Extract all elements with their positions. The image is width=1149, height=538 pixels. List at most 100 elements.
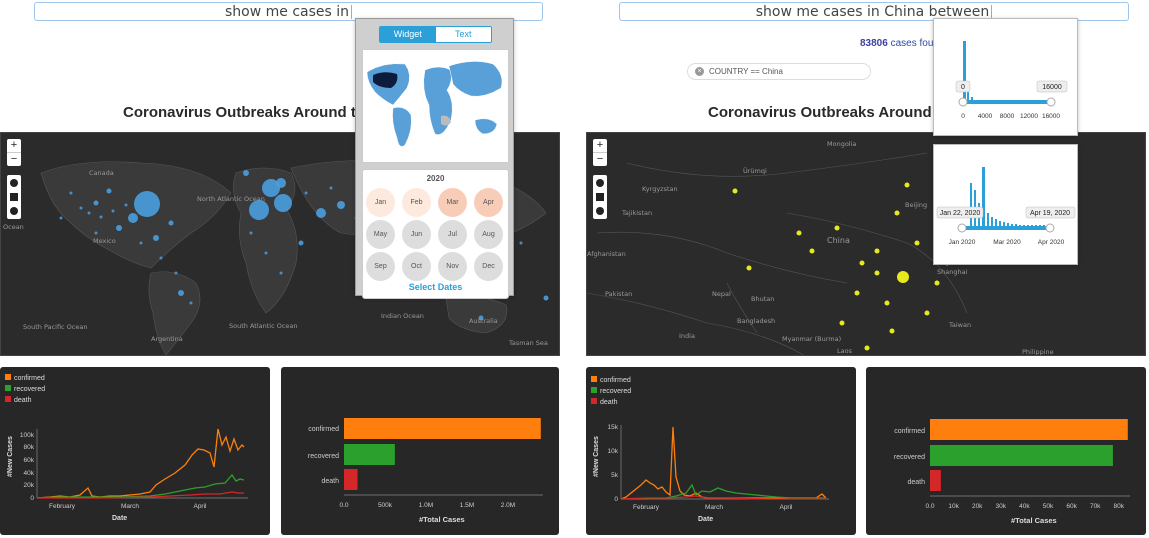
series-confirmed — [36, 428, 245, 499]
label-china: China — [827, 236, 850, 245]
ytick: 0 — [30, 495, 34, 502]
circle-tool-icon[interactable] — [10, 179, 18, 187]
square-tool-icon[interactable] — [10, 193, 18, 201]
label-mexico: Mexico — [93, 237, 116, 245]
slider-track[interactable] — [962, 100, 1051, 104]
count-suffix: cases foun — [887, 38, 939, 49]
month-picker: 2020 Jan Feb Mar Apr May Jun Jul Aug Sep… — [362, 169, 509, 299]
xtick: 0.0 — [925, 503, 934, 510]
xtick: 60k — [1066, 503, 1077, 510]
ytick: 60k — [24, 457, 35, 464]
month-jan[interactable]: Jan — [366, 188, 395, 217]
line-chart-left: confirmed recovered death 0 20k 40k 60k … — [0, 367, 270, 535]
slider-handle-min[interactable] — [958, 97, 968, 107]
label-tajikistan: Tajikistan — [621, 209, 652, 217]
label-myanmar: Myanmar (Burma) — [782, 335, 841, 343]
month-oct[interactable]: Oct — [402, 252, 431, 281]
xtick: April — [193, 503, 207, 510]
dot-tool-icon[interactable] — [596, 207, 604, 215]
legend-recovered: recovered — [14, 386, 45, 393]
ytick: 100k — [20, 432, 35, 439]
label-ocean: Ocean — [3, 223, 24, 231]
bar-recovered — [930, 445, 1113, 466]
tab-text[interactable]: Text — [435, 27, 491, 42]
bar-label-recovered: recovered — [894, 454, 925, 461]
draw-toolbar — [593, 175, 607, 219]
xtick: April — [779, 504, 793, 511]
label-taiwan: Taiwan — [948, 321, 971, 329]
picker-year: 2020 — [426, 174, 445, 183]
date-max-label: Apr 19, 2020 — [1030, 210, 1070, 217]
date-slider-popup: Jan 22, 2020 Apr 19, 2020 Jan 2020 Mar 2… — [933, 144, 1078, 265]
zoom-out-button[interactable]: − — [596, 153, 604, 165]
remove-filter-icon[interactable]: × — [695, 67, 704, 76]
legend-swatch-recovered — [5, 385, 11, 391]
world-choropleth[interactable] — [362, 49, 509, 163]
month-nov[interactable]: Nov — [438, 252, 467, 281]
month-jul[interactable]: Jul — [438, 220, 467, 249]
query-input-right[interactable]: show me cases in China between — [619, 2, 1129, 21]
series-recovered — [621, 483, 826, 500]
month-may[interactable]: May — [366, 220, 395, 249]
month-feb[interactable]: Feb — [402, 188, 431, 217]
query-text: show me cases in China between — [755, 3, 990, 20]
x-axis-label: #Total Cases — [419, 515, 465, 524]
bar-label-death: death — [907, 479, 925, 486]
dot-tool-icon[interactable] — [10, 207, 18, 215]
date-tick: Apr 2020 — [1038, 239, 1065, 246]
month-apr[interactable]: Apr — [474, 188, 503, 217]
text-caret — [991, 4, 993, 19]
count-value: 83806 — [860, 38, 888, 49]
month-dec[interactable]: Dec — [474, 252, 503, 281]
xtick: March — [121, 503, 139, 510]
label-urumqi: Ürümqi — [743, 166, 767, 175]
label-canada: Canada — [89, 169, 114, 177]
select-dates-button[interactable]: Select Dates — [408, 282, 463, 292]
xtick: 10k — [948, 503, 959, 510]
ytick: 10k — [608, 448, 619, 455]
label-south-atlantic: South Atlantic Ocean — [229, 322, 298, 330]
x-axis-label: #Total Cases — [1011, 516, 1057, 525]
xtick: 1.0M — [419, 502, 433, 509]
xtick: 40k — [1019, 503, 1030, 510]
xtick: 50k — [1043, 503, 1054, 510]
circle-tool-icon[interactable] — [596, 179, 604, 187]
x-axis-label: Date — [698, 516, 713, 523]
date-tick: Mar 2020 — [993, 239, 1021, 246]
legend-recovered: recovered — [600, 388, 631, 395]
x-axis-label: Date — [112, 515, 127, 522]
month-sep[interactable]: Sep — [366, 252, 395, 281]
filter-chip[interactable]: × COUNTRY == China — [687, 63, 871, 80]
date-tick: Jan 2020 — [949, 239, 976, 246]
date-slider-track[interactable] — [961, 226, 1051, 230]
bar-chart-right: confirmed recovered death 0.0 10k 20k 30… — [866, 367, 1146, 535]
xtick: 500k — [378, 502, 393, 509]
query-input-left[interactable]: show me cases in — [34, 2, 543, 21]
date-handle-min[interactable] — [957, 223, 967, 233]
zoom-out-button[interactable]: − — [10, 153, 18, 165]
xtick: 20k — [972, 503, 983, 510]
map-title-right: Coronavirus Outbreaks Around the — [708, 104, 959, 121]
zoom-in-button[interactable]: + — [7, 139, 21, 153]
bar-chart-left: confirmed recovered death 0.0 500k 1.0M … — [281, 367, 559, 535]
xtick: 0.0 — [339, 502, 348, 509]
month-aug[interactable]: Aug — [474, 220, 503, 249]
square-tool-icon[interactable] — [596, 193, 604, 201]
draw-toolbar — [7, 175, 21, 219]
tab-widget[interactable]: Widget — [380, 27, 436, 42]
bar-death — [344, 469, 358, 490]
label-afghanistan: Afghanistan — [587, 250, 626, 258]
month-jun[interactable]: Jun — [402, 220, 431, 249]
date-handle-max[interactable] — [1045, 223, 1055, 233]
ytick: 40k — [24, 470, 35, 477]
slider-min-label: 0 — [961, 84, 965, 91]
label-beijing: Beijing — [905, 201, 927, 209]
month-mar[interactable]: Mar — [438, 188, 467, 217]
zoom-in-button[interactable]: + — [593, 139, 607, 153]
xtick: 1.5M — [460, 502, 474, 509]
slider-max-label: 16000 — [1042, 84, 1062, 91]
label-pakistan: Pakistan — [605, 290, 632, 298]
result-count: 83806 cases foun — [860, 38, 939, 49]
slider-handle-max[interactable] — [1046, 97, 1056, 107]
slider-tick: 16000 — [1042, 113, 1060, 120]
